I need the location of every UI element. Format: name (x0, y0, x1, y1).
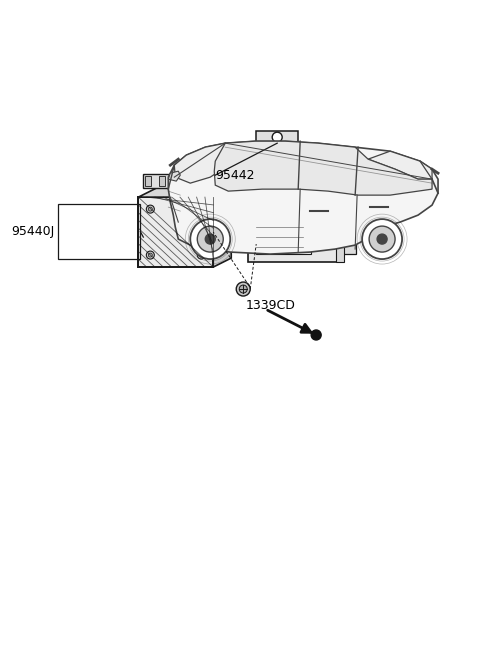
Circle shape (146, 205, 154, 213)
Polygon shape (168, 141, 438, 254)
Circle shape (148, 253, 152, 257)
Polygon shape (368, 151, 432, 179)
Text: 95442: 95442 (215, 169, 255, 181)
FancyBboxPatch shape (256, 216, 311, 254)
Circle shape (197, 251, 205, 259)
FancyBboxPatch shape (338, 244, 356, 254)
Circle shape (199, 253, 203, 257)
FancyBboxPatch shape (200, 176, 206, 186)
Circle shape (239, 285, 247, 293)
FancyBboxPatch shape (256, 131, 298, 143)
FancyBboxPatch shape (338, 230, 356, 240)
Circle shape (205, 234, 215, 244)
Polygon shape (213, 188, 231, 267)
Circle shape (311, 330, 321, 340)
Polygon shape (174, 143, 225, 183)
Circle shape (199, 207, 203, 211)
Circle shape (377, 234, 387, 244)
Circle shape (362, 219, 402, 259)
Text: 1339CD: 1339CD (245, 299, 295, 312)
Polygon shape (168, 171, 180, 181)
Text: 95440J: 95440J (11, 225, 54, 238)
Circle shape (236, 282, 250, 296)
Circle shape (369, 226, 395, 252)
Circle shape (146, 251, 154, 259)
FancyBboxPatch shape (144, 174, 208, 188)
Polygon shape (214, 141, 432, 195)
Circle shape (197, 205, 205, 213)
Polygon shape (138, 188, 231, 197)
Circle shape (190, 219, 230, 259)
FancyBboxPatch shape (248, 207, 338, 262)
FancyBboxPatch shape (187, 176, 192, 186)
FancyBboxPatch shape (336, 207, 344, 262)
FancyBboxPatch shape (266, 135, 288, 187)
FancyBboxPatch shape (138, 197, 213, 267)
Circle shape (197, 226, 223, 252)
FancyBboxPatch shape (173, 176, 179, 186)
FancyBboxPatch shape (159, 176, 165, 186)
Circle shape (148, 207, 152, 211)
Circle shape (272, 132, 282, 142)
FancyBboxPatch shape (145, 176, 151, 186)
FancyBboxPatch shape (338, 216, 356, 226)
